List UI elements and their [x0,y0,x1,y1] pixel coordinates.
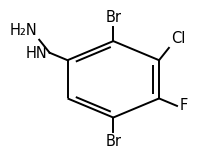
Text: Br: Br [105,10,121,25]
Text: HN: HN [26,46,47,61]
Text: H₂N: H₂N [9,23,37,38]
Text: Cl: Cl [171,31,185,46]
Text: Br: Br [105,134,121,149]
Text: F: F [180,98,188,113]
